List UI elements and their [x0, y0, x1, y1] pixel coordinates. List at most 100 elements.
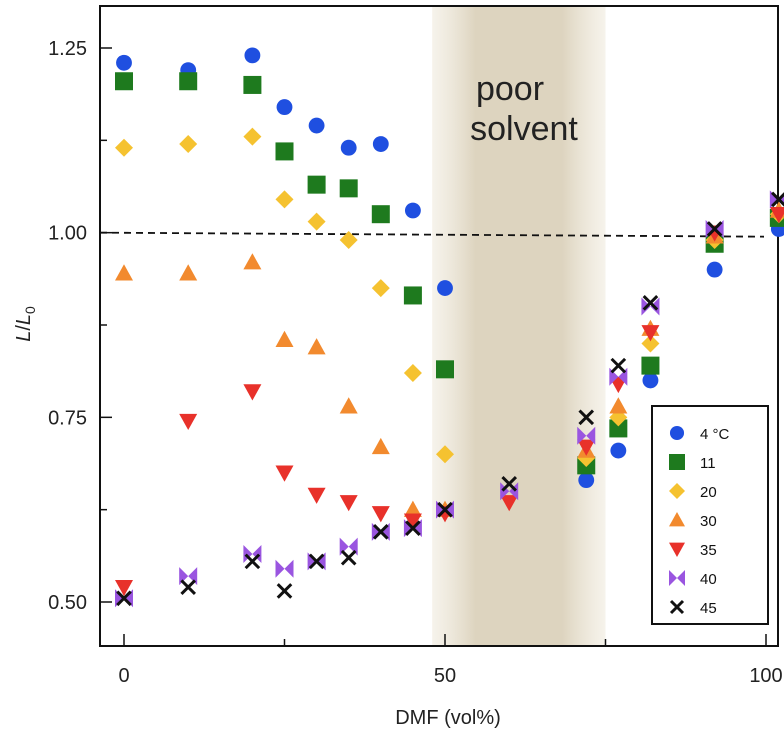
data-point: [577, 439, 596, 456]
plot-frame: [99, 5, 779, 647]
data-point: [371, 506, 390, 523]
data-point: [706, 261, 723, 278]
data-point: [578, 409, 595, 426]
y-tick-label: 1.25: [48, 38, 87, 60]
y-title-slash: /: [13, 325, 35, 331]
data-point: [577, 426, 587, 445]
data-point: [436, 500, 445, 519]
series-6: [116, 191, 784, 607]
data-point: [244, 47, 261, 64]
data-point: [307, 175, 326, 194]
annotation-poor: poor: [476, 70, 544, 108]
data-point: [243, 253, 262, 270]
data-point-right: [714, 219, 724, 238]
data-point: [275, 142, 294, 161]
x-tick-label: 100: [749, 665, 782, 687]
data-point: [641, 334, 660, 353]
data-point-right: [445, 500, 454, 519]
poor-solvent-band: [432, 6, 606, 646]
data-point: [609, 419, 628, 438]
data-point: [179, 72, 198, 91]
legend-label: 30: [700, 513, 717, 530]
data-point: [116, 590, 132, 607]
data-point: [371, 279, 390, 298]
legend-marker-right: [677, 570, 685, 586]
data-point: [244, 553, 261, 570]
data-point: [308, 553, 325, 570]
data-point: [307, 212, 326, 231]
data-point: [372, 136, 389, 152]
data-point: [276, 99, 293, 116]
y-axis-title: L/L0: [13, 306, 38, 342]
data-point: [115, 580, 133, 597]
data-point: [179, 413, 198, 431]
data-point: [371, 205, 390, 224]
legend-label: 4 °C: [700, 426, 730, 443]
data-point-right: [284, 559, 294, 578]
legend-box: [651, 405, 769, 625]
legend-label: 11: [700, 455, 716, 472]
data-point: [403, 513, 422, 530]
data-point: [275, 330, 294, 347]
data-point: [115, 264, 133, 281]
data-point-right: [124, 589, 133, 608]
data-point: [180, 579, 197, 596]
data-point: [116, 54, 132, 71]
data-point: [275, 559, 285, 578]
data-point: [243, 127, 262, 146]
data-point: [243, 75, 262, 94]
data-point: [404, 202, 421, 219]
data-point: [578, 472, 595, 489]
data-point: [371, 437, 390, 455]
legend-marker: [669, 483, 685, 499]
annotation-solvent: solvent: [470, 110, 578, 148]
data-point: [307, 338, 326, 355]
data-point: [610, 442, 627, 459]
data-point: [771, 191, 784, 208]
data-point-right: [252, 544, 262, 563]
data-point: [372, 524, 389, 540]
data-point: [609, 397, 628, 414]
data-point: [339, 231, 358, 250]
legend-label: 45: [700, 600, 717, 617]
legend-label: 40: [700, 571, 717, 588]
y-title-l: L: [13, 331, 35, 342]
data-point-right: [316, 552, 326, 571]
legend-marker: [669, 512, 685, 527]
data-point: [403, 500, 422, 517]
data-point: [307, 552, 317, 571]
data-point: [115, 138, 133, 157]
data-point: [437, 501, 453, 518]
data-point-right: [509, 482, 519, 501]
data-point-right: [412, 519, 422, 538]
data-point: [276, 583, 293, 599]
x-tick-label: 50: [434, 665, 456, 687]
data-point: [115, 72, 133, 91]
data-point: [641, 325, 660, 342]
data-point: [500, 482, 510, 501]
legend-marker: [669, 454, 685, 470]
data-point: [500, 495, 519, 512]
data-point: [403, 519, 413, 538]
data-point: [769, 207, 784, 224]
data-point: [243, 384, 262, 401]
data-point: [275, 465, 294, 482]
data-point: [339, 495, 358, 512]
data-point: [340, 139, 357, 156]
legend-label: 35: [700, 542, 717, 559]
data-point: [340, 549, 357, 566]
reference-line: [99, 231, 765, 238]
y-title-sub: 0: [22, 306, 38, 314]
y-tick-label: 0.75: [48, 407, 87, 429]
legend-marker: [669, 570, 677, 586]
legend-marker: [669, 542, 685, 557]
data-point: [436, 445, 454, 464]
y-tick-label: 0.50: [48, 592, 87, 614]
data-point: [405, 520, 421, 536]
data-point: [275, 190, 294, 209]
data-point: [610, 357, 627, 374]
data-point: [339, 397, 358, 414]
x-tick-label: 0: [118, 665, 129, 687]
data-point: [371, 522, 381, 541]
